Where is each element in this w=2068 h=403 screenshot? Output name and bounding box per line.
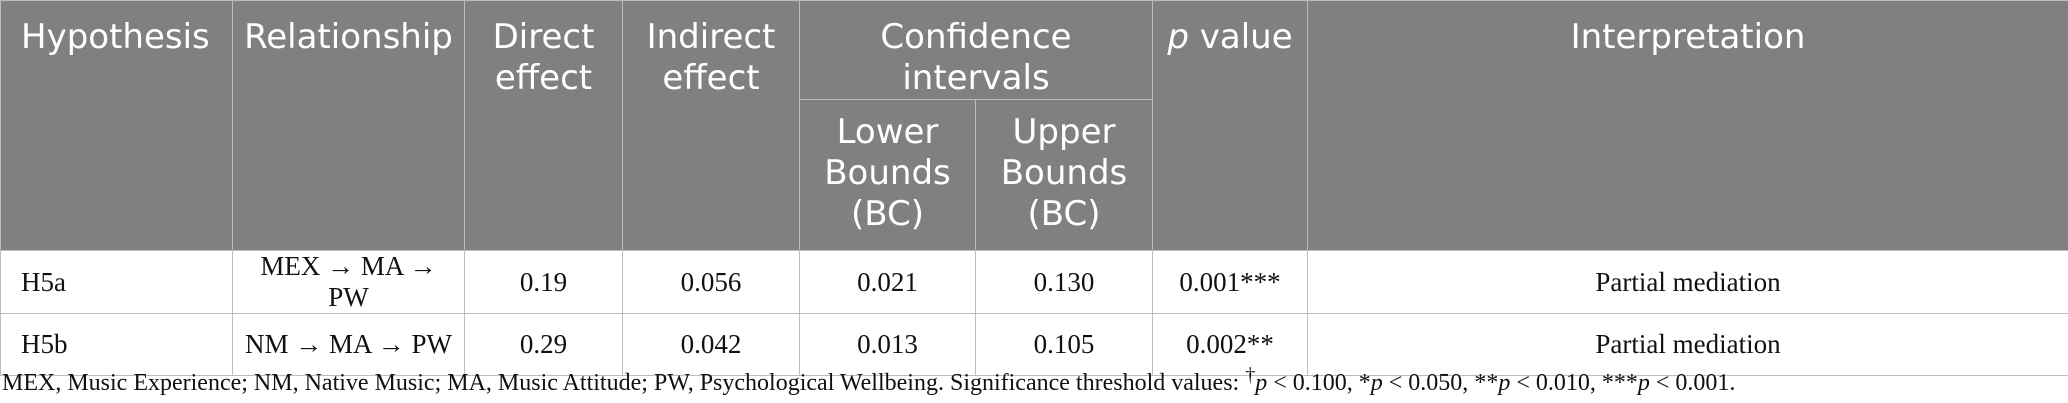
header-p-italic: p	[1167, 17, 1189, 57]
table-footnote: MEX, Music Experience; NM, Native Music;…	[2, 364, 2066, 397]
footnote-star-3: ***	[1601, 370, 1638, 396]
header-indirect-line1: Indirect	[646, 17, 776, 57]
cell-lower-bound: 0.013	[799, 313, 976, 376]
header-indirect-effect: Indirect effect	[622, 0, 800, 251]
header-lower-bounds: Lower Bounds (BC)	[799, 99, 976, 251]
footnote-dagger: †	[1245, 364, 1256, 386]
header-upper-bounds: Upper Bounds (BC)	[974, 99, 1154, 251]
cell-relationship: NM → MA → PW	[232, 313, 465, 376]
header-lower-line3: (BC)	[851, 194, 924, 234]
footnote-threshold-1: < 0.100,	[1267, 370, 1359, 396]
cell-p-value: 0.001***	[1152, 250, 1309, 314]
cell-interpretation: Partial mediation	[1307, 250, 2068, 314]
cell-direct-effect: 0.29	[464, 313, 623, 376]
cell-indirect-effect: 0.056	[622, 250, 800, 314]
table-row: H5b NM → MA → PW 0.29 0.042 0.013 0.105 …	[0, 313, 2068, 376]
header-p-value: p value	[1152, 0, 1309, 251]
cell-direct-effect: 0.19	[464, 250, 623, 314]
cell-lower-bound: 0.021	[799, 250, 976, 314]
cell-hypothesis: H5b	[0, 313, 233, 376]
cell-upper-bound: 0.105	[974, 313, 1154, 376]
footnote-threshold-3: < 0.010,	[1510, 370, 1602, 396]
header-lower-line2: Bounds	[824, 153, 951, 193]
header-relationship: Relationship	[232, 0, 465, 251]
header-upper-line3: (BC)	[1027, 194, 1101, 234]
header-row-top: Hypothesis Relationship Direct effect Ind…	[0, 0, 2068, 251]
footnote-p-1: p	[1255, 370, 1268, 396]
footnote-threshold-4: < 0.001.	[1649, 370, 1736, 396]
header-indirect-line2: effect	[662, 58, 760, 98]
footnote-p-4: p	[1637, 370, 1650, 396]
header-lower-line1: Lower	[836, 112, 939, 152]
cell-interpretation: Partial mediation	[1307, 313, 2068, 376]
footnote-abbreviations: MEX, Music Experience; NM, Native Music;…	[2, 370, 1246, 396]
cell-indirect-effect: 0.042	[622, 313, 800, 376]
header-confidence-intervals: Confidence intervals	[798, 0, 1154, 100]
header-upper-line1: Upper	[1012, 112, 1116, 152]
footnote-star-2: **	[1474, 370, 1499, 396]
cell-hypothesis: H5a	[0, 250, 233, 314]
footnote-threshold-2: < 0.050,	[1382, 370, 1475, 396]
header-p-rest: value	[1188, 17, 1293, 57]
footnote-p-2: p	[1370, 370, 1383, 396]
footnote-p-3: p	[1498, 370, 1511, 396]
table-row: H5a MEX → MA → PW 0.19 0.056 0.021 0.130…	[0, 250, 2068, 314]
header-direct-effect: Direct effect	[464, 0, 623, 251]
cell-p-value: 0.002**	[1152, 313, 1309, 376]
header-hypothesis: Hypothesis	[0, 0, 233, 251]
header-upper-line2: Bounds	[1000, 153, 1128, 193]
cell-relationship: MEX → MA → PW	[232, 250, 465, 314]
header-interpretation: Interpretation	[1307, 0, 2068, 251]
header-row-bottom: Lower Bounds (BC) Upper Bounds (BC)	[1, 99, 2068, 251]
header-direct-line2: effect	[494, 58, 593, 98]
footnote-star-1: *	[1358, 370, 1371, 396]
mediation-results-table: Hypothesis Relationship Direct effect Ind…	[0, 0, 2068, 376]
header-direct-line1: Direct	[492, 17, 595, 57]
cell-upper-bound: 0.130	[974, 250, 1154, 314]
